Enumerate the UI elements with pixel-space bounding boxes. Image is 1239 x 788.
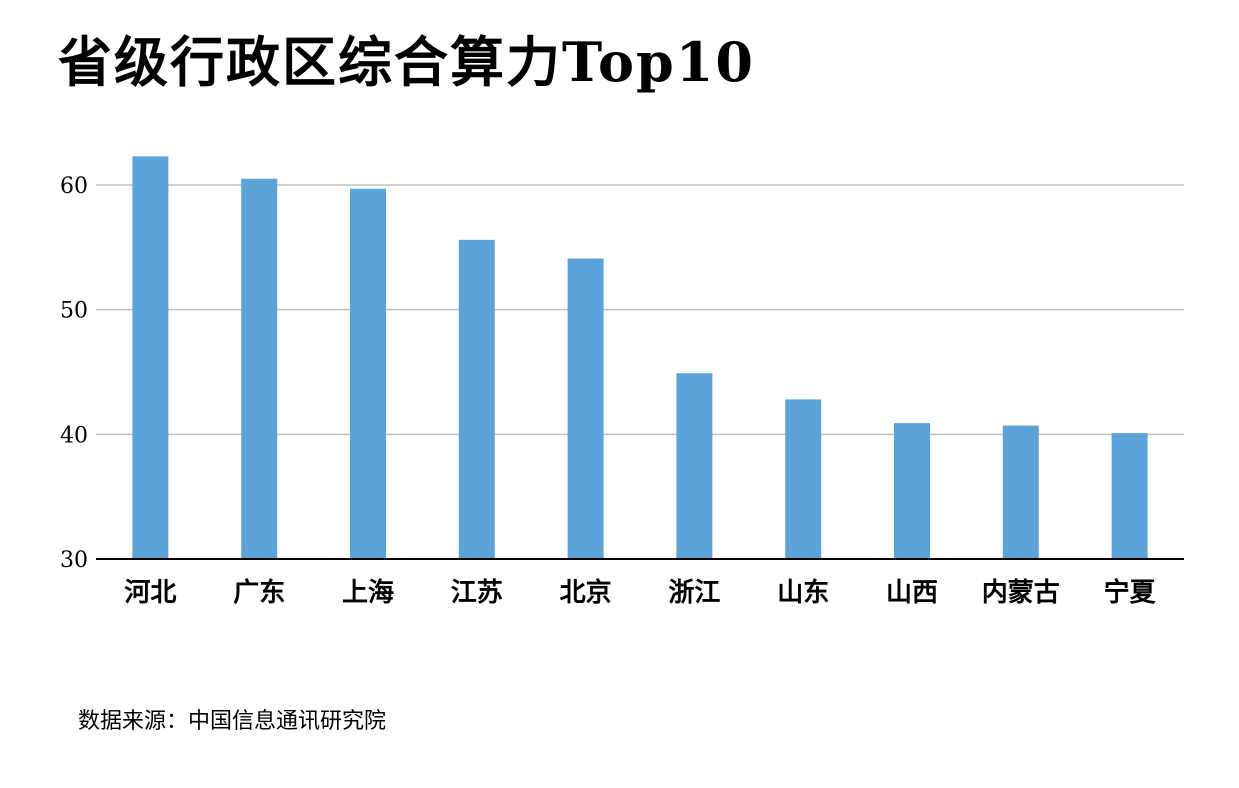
y-tick-label: 40 [60, 423, 88, 448]
bar [676, 373, 713, 559]
bar [894, 423, 930, 559]
bar [458, 239, 495, 559]
x-category-label: 广东 [233, 577, 285, 608]
x-category-label: 河北 [124, 578, 176, 608]
bar-chart: 30 40 50 60 河北 广东 上海 江苏 北京 浙江 山东 山西 内蒙古 宁夏 [60, 156, 1184, 608]
x-category-label: 宁夏 [1104, 577, 1157, 608]
x-category-label: 内蒙古 [982, 578, 1060, 608]
y-tick-label: 30 [60, 548, 88, 573]
bar [1111, 433, 1148, 559]
bar [785, 399, 822, 559]
y-tick-label: 50 [60, 299, 88, 324]
x-category-label: 江苏 [451, 578, 503, 608]
x-category-label: 上海 [342, 578, 394, 608]
y-tick-label: 60 [60, 174, 88, 199]
bar [132, 156, 169, 559]
source-note: 数据来源：中国信息通讯研究院 [78, 709, 387, 734]
chart-title: 省级行政区综合算力Top10 [58, 30, 755, 94]
x-category-label: 山东 [777, 577, 829, 608]
x-category-label: 山西 [886, 578, 938, 608]
bar [241, 178, 278, 559]
bar [350, 188, 386, 560]
x-category-label: 北京 [560, 577, 612, 608]
bar [1002, 425, 1039, 559]
x-category-label: 浙江 [668, 578, 720, 608]
bar [567, 258, 604, 559]
